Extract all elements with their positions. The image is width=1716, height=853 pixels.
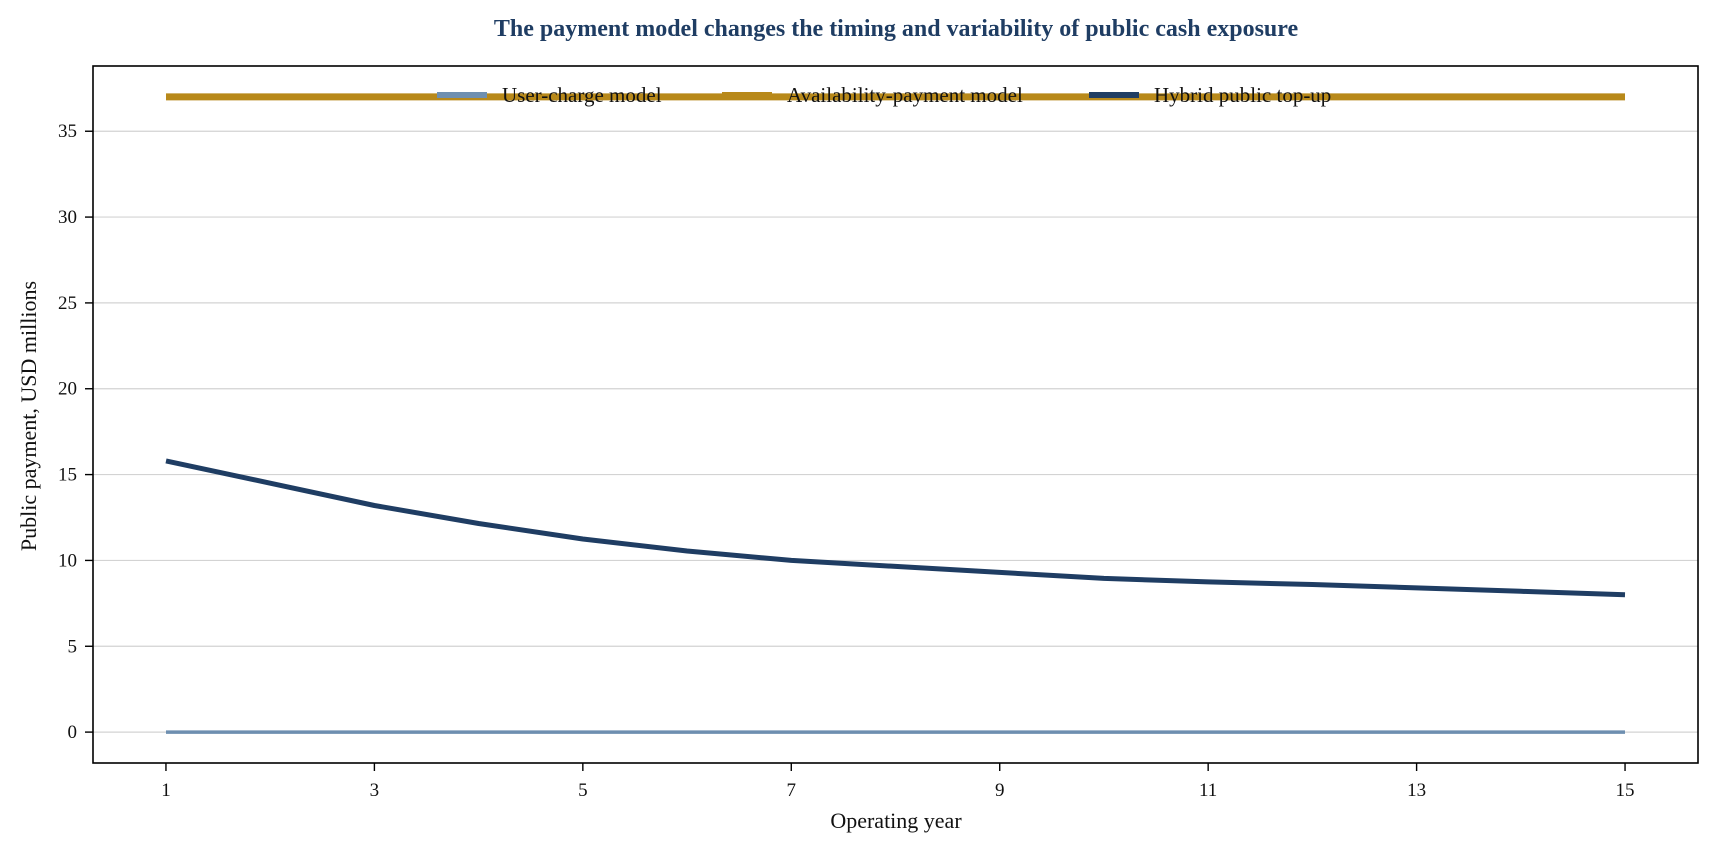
y-tick-label-10: 10 bbox=[58, 550, 77, 571]
y-tick-label-15: 15 bbox=[58, 465, 77, 486]
x-tick-label-13: 13 bbox=[1407, 780, 1426, 801]
y-tick-label-20: 20 bbox=[58, 379, 77, 400]
x-axis-ticks: 1 3 5 7 9 11 13 15 bbox=[161, 763, 1635, 801]
series-line-hybrid-public-top-up bbox=[165, 458, 1626, 598]
legend-label-availability-payment-model: Availability-payment model bbox=[787, 83, 1023, 107]
legend-label-hybrid-public-top-up: Hybrid public top-up bbox=[1154, 83, 1331, 107]
x-tick-label-3: 3 bbox=[370, 780, 380, 801]
y-axis-label: Public payment, USD millions bbox=[16, 281, 41, 551]
x-tick-label-9: 9 bbox=[995, 780, 1005, 801]
x-tick-label-11: 11 bbox=[1199, 780, 1217, 801]
legend-label-user-charge-model: User-charge model bbox=[502, 83, 662, 107]
x-axis-label: Operating year bbox=[830, 808, 962, 833]
x-tick-label-7: 7 bbox=[787, 780, 797, 801]
y-tick-label-30: 30 bbox=[58, 207, 77, 228]
y-tick-label-25: 25 bbox=[58, 293, 77, 314]
grid-lines bbox=[93, 130, 1698, 733]
y-tick-label-0: 0 bbox=[68, 722, 78, 743]
y-tick-label-5: 5 bbox=[68, 636, 78, 657]
x-tick-label-15: 15 bbox=[1616, 780, 1635, 801]
x-tick-label-5: 5 bbox=[578, 780, 588, 801]
legend: User-charge model Availability-payment mo… bbox=[437, 83, 1331, 107]
y-tick-label-35: 35 bbox=[58, 121, 77, 142]
x-tick-label-1: 1 bbox=[161, 780, 171, 801]
y-axis-ticks: 0 5 10 15 20 25 30 35 bbox=[58, 121, 93, 743]
plot-frame bbox=[92, 65, 1699, 764]
series-lines bbox=[165, 93, 1626, 734]
chart-title: The payment model changes the timing and… bbox=[494, 16, 1299, 42]
